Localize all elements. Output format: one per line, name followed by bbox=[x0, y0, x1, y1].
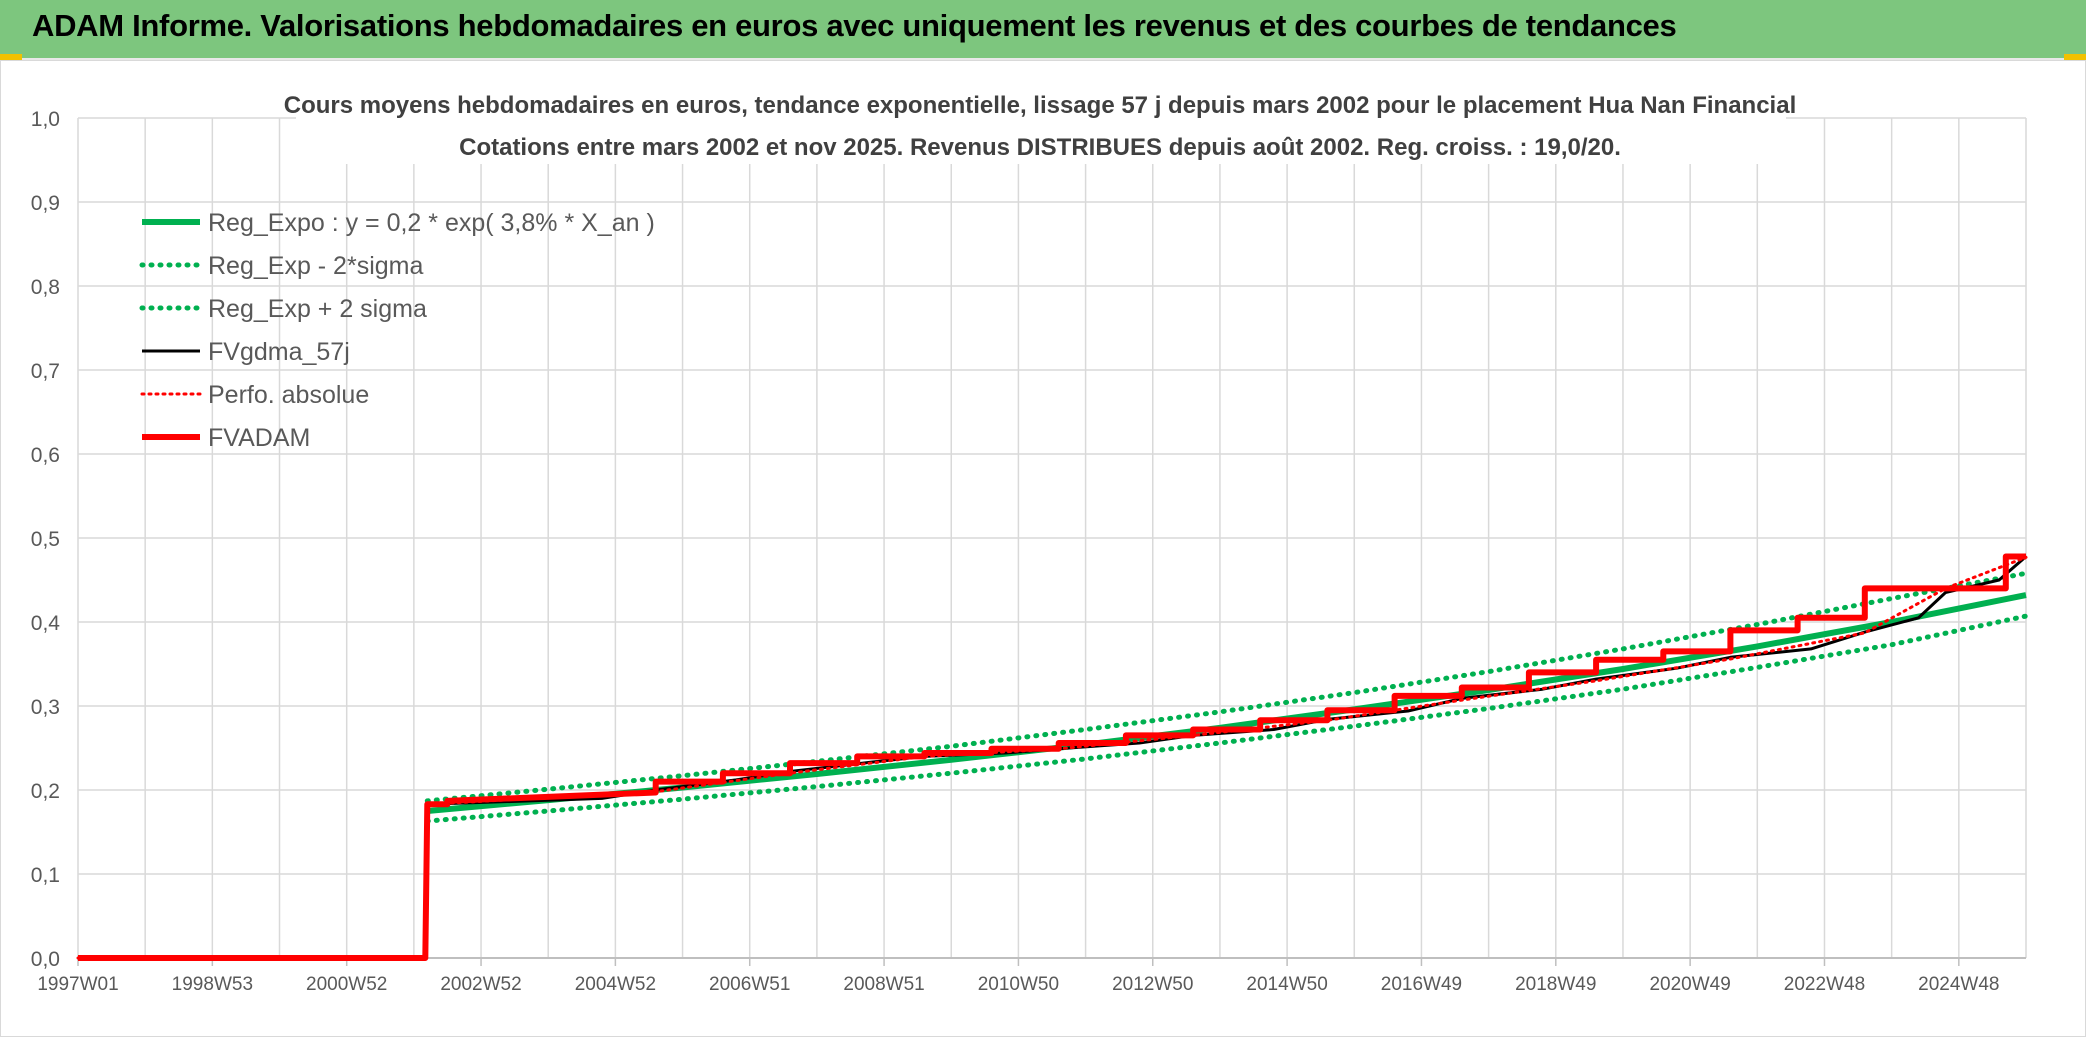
x-tick-label: 2018W49 bbox=[1515, 974, 1596, 995]
y-tick-label: 0,5 bbox=[31, 528, 60, 551]
x-tick-label: 2000W52 bbox=[306, 974, 387, 995]
x-tick-label: 2014W50 bbox=[1246, 974, 1327, 995]
y-tick-label: 0,8 bbox=[31, 276, 60, 299]
series-line-4 bbox=[78, 555, 2027, 960]
report-banner: ADAM Informe. Valorisations hebdomadaire… bbox=[0, 0, 2086, 60]
legend: Reg_Expo : y = 0,2 * exp( 3,8% * X_an ) R… bbox=[139, 209, 655, 452]
series-line-3 bbox=[424, 570, 2029, 804]
x-tick-label: 2020W49 bbox=[1649, 974, 1730, 995]
series-line-5 bbox=[76, 555, 2028, 960]
title-background bbox=[296, 84, 1786, 164]
series-line-2 bbox=[424, 613, 2029, 824]
series-lines bbox=[76, 553, 2029, 961]
legend-label-2: Reg_Exp - 2*sigma bbox=[208, 252, 423, 280]
y-tick-label: 0,7 bbox=[31, 360, 60, 383]
legend-label-5: Perfo. absolue bbox=[208, 381, 369, 409]
x-tick-label: 2010W50 bbox=[978, 974, 1059, 995]
chart-title-block: Cours moyens hebdomadaires en euros, ten… bbox=[284, 84, 1797, 164]
corner-mark-left bbox=[0, 54, 22, 60]
y-tick-label: 0,2 bbox=[31, 780, 60, 803]
y-tick-label: 0,0 bbox=[31, 948, 60, 971]
legend-label-3: Reg_Exp + 2 sigma bbox=[208, 295, 427, 323]
legend-label-6: FVADAM bbox=[208, 424, 310, 452]
legend-label-4: FVgdma_57j bbox=[208, 338, 350, 366]
x-tick-label: 2008W51 bbox=[843, 974, 924, 995]
corner-mark-right bbox=[2064, 54, 2086, 60]
x-tick-label: 2016W49 bbox=[1381, 974, 1462, 995]
x-tick-label: 2012W50 bbox=[1112, 974, 1193, 995]
x-tick-label: 2006W51 bbox=[709, 974, 790, 995]
x-axis-ticks: 1997W01 1998W53 2000W52 2002W52 2004W52 2006W… bbox=[37, 957, 2026, 995]
y-tick-label: 1,0 bbox=[31, 108, 60, 131]
grid-lines bbox=[77, 117, 2027, 959]
chart-title: Cours moyens hebdomadaires en euros, ten… bbox=[284, 92, 1797, 119]
chart-subtitle: Cotations entre mars 2002 et nov 2025. R… bbox=[459, 134, 1621, 161]
y-axis-ticks: 0,0 0,1 0,2 0,3 0,4 0,5 0,6 0,7 0,8 0,9 1,0 bbox=[31, 108, 61, 971]
x-tick-label: 1997W01 bbox=[37, 974, 118, 995]
x-tick-label: 1998W53 bbox=[172, 974, 253, 995]
x-tick-label: 2004W52 bbox=[575, 974, 656, 995]
x-tick-label: 2022W48 bbox=[1784, 974, 1865, 995]
y-tick-label: 0,6 bbox=[31, 444, 60, 467]
y-tick-label: 0,3 bbox=[31, 696, 60, 719]
y-tick-label: 0,9 bbox=[31, 192, 60, 215]
y-tick-label: 0,4 bbox=[31, 612, 61, 635]
legend-label-1: Reg_Expo : y = 0,2 * exp( 3,8% * X_an ) bbox=[208, 209, 655, 237]
x-tick-label: 2024W48 bbox=[1918, 974, 1999, 995]
report-title: ADAM Informe. Valorisations hebdomadaire… bbox=[32, 8, 1677, 43]
x-tick-label: 2002W52 bbox=[440, 974, 521, 995]
series-line-6 bbox=[78, 553, 2026, 961]
y-tick-label: 0,1 bbox=[31, 864, 60, 887]
